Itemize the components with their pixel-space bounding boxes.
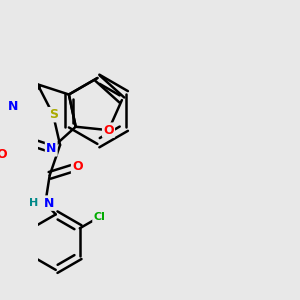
Text: H: H	[28, 198, 38, 208]
Text: Cl: Cl	[93, 212, 105, 222]
Text: O: O	[103, 124, 114, 137]
Text: O: O	[0, 148, 7, 161]
Text: O: O	[72, 160, 83, 173]
Text: N: N	[46, 142, 56, 155]
Text: N: N	[44, 196, 54, 210]
Text: N: N	[8, 100, 18, 113]
Text: S: S	[49, 108, 58, 121]
